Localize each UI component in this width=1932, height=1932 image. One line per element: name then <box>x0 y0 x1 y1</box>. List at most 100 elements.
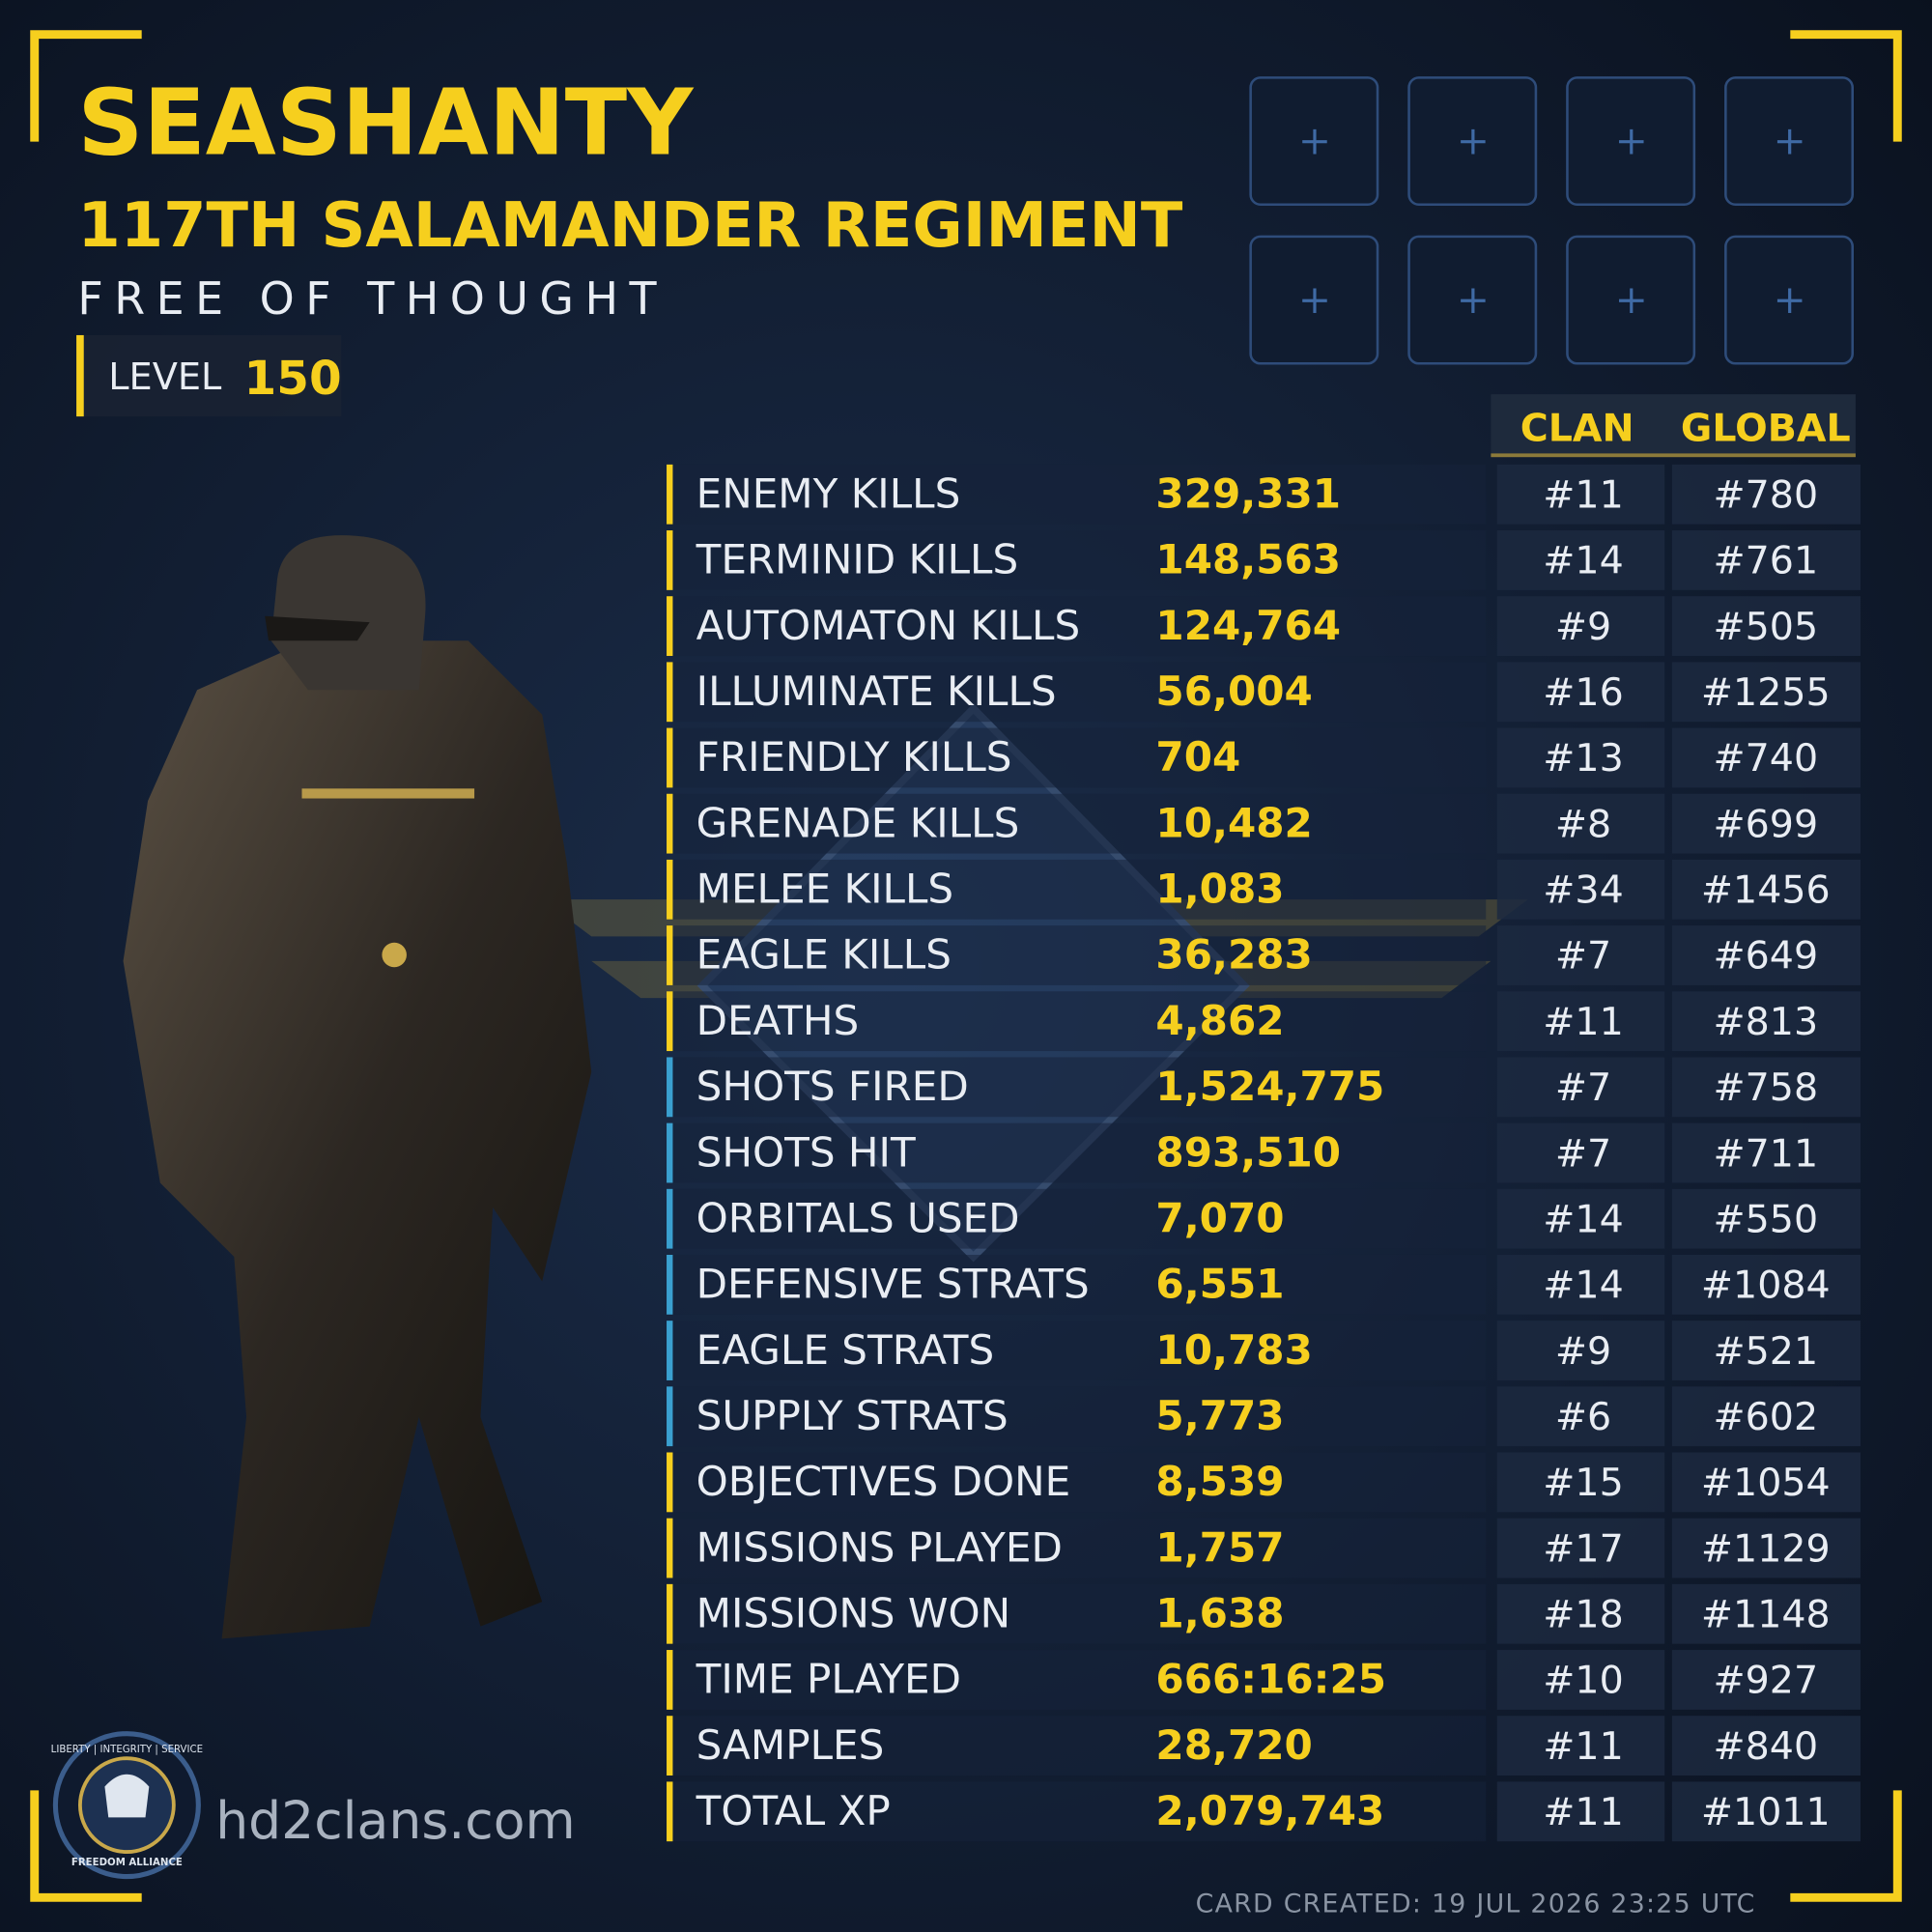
clan-cell <box>1496 1650 1665 1710</box>
stat-label: ORBITALS USED <box>696 1194 1020 1241</box>
global-rank: #1054 <box>1701 1461 1831 1505</box>
global-cell <box>1671 1781 1861 1842</box>
clan-rank: #7 <box>1555 934 1611 979</box>
global-cell <box>1671 596 1861 657</box>
row-accent <box>667 1188 673 1249</box>
row-band <box>667 1452 1487 1513</box>
stats-table: CLAN GLOBAL ENEMY KILLS 329,331 #11 #780 TERMI… <box>667 407 1861 1842</box>
global-cell <box>1671 1057 1861 1118</box>
row-accent <box>667 727 673 788</box>
row-accent <box>667 464 673 525</box>
stat-label: TIME PLAYED <box>696 1656 961 1703</box>
clan-cell <box>1496 1518 1665 1578</box>
clan-cell <box>1496 1254 1665 1315</box>
global-rank: #649 <box>1714 934 1819 979</box>
global-rank: #505 <box>1714 605 1819 649</box>
card-created: CARD CREATED: 19 JUL 2026 23:25 UTC <box>1196 1889 1756 1919</box>
clan-cell <box>1496 859 1665 920</box>
row-accent <box>667 1386 673 1447</box>
row-accent <box>667 991 673 1052</box>
motto: FREE OF THOUGHT <box>77 272 668 325</box>
clan-cell <box>1496 991 1665 1052</box>
global-rank: #711 <box>1714 1131 1819 1176</box>
row-accent <box>667 530 673 590</box>
column-header: CLAN <box>1520 407 1634 451</box>
stat-label: SHOTS HIT <box>696 1128 916 1176</box>
row-band <box>667 596 1487 657</box>
clan-name: 117TH SALAMANDER REGIMENT <box>77 190 1182 262</box>
global-cell <box>1671 1716 1861 1776</box>
row-band <box>667 662 1487 723</box>
stat-value: 1,083 <box>1155 866 1284 913</box>
clan-rank: #11 <box>1543 1724 1623 1769</box>
global-cell <box>1671 1518 1861 1578</box>
row-band <box>667 859 1487 920</box>
stat-value: 5,773 <box>1155 1392 1284 1439</box>
global-rank: #1129 <box>1701 1526 1831 1571</box>
logo: LIBERTY | INTEGRITY | SERVICE FREEDOM AL… <box>51 1731 203 1880</box>
global-cell <box>1671 925 1861 985</box>
clan-cell <box>1496 596 1665 657</box>
row-accent <box>667 596 673 657</box>
clan-cell <box>1496 727 1665 788</box>
clan-rank: #14 <box>1543 539 1623 583</box>
row-band <box>667 1386 1487 1447</box>
clan-cell <box>1496 1188 1665 1249</box>
stat-label: OBJECTIVES DONE <box>696 1458 1071 1505</box>
global-cell <box>1671 859 1861 920</box>
stat-label: MISSIONS WON <box>696 1590 1010 1637</box>
slot-plus <box>1776 128 1803 155</box>
global-rank: #761 <box>1714 539 1819 583</box>
clan-rank: #9 <box>1555 1329 1611 1374</box>
global-rank: #927 <box>1714 1659 1819 1703</box>
row-accent <box>667 793 673 854</box>
row-accent <box>667 1321 673 1380</box>
global-cell <box>1671 464 1861 525</box>
slot-plus <box>1461 288 1486 313</box>
global-rank: #550 <box>1714 1197 1819 1241</box>
slot-plus <box>1776 288 1803 313</box>
global-cell <box>1671 1452 1861 1513</box>
global-cell <box>1671 1583 1861 1644</box>
loadout-slots <box>1249 76 1855 365</box>
column-header-rule <box>1491 453 1856 458</box>
site-url: hd2clans.com <box>215 1790 575 1851</box>
column-header-box <box>1491 394 1856 456</box>
clan-rank: #11 <box>1543 1790 1623 1834</box>
clan-rank: #7 <box>1555 1065 1611 1110</box>
global-rank: #699 <box>1714 802 1819 846</box>
global-rank: #780 <box>1714 473 1819 518</box>
row-band <box>667 1518 1487 1578</box>
clan-cell <box>1496 793 1665 854</box>
global-cell <box>1671 1321 1861 1380</box>
stat-value: 124,764 <box>1155 602 1341 649</box>
stat-value: 704 <box>1155 733 1240 781</box>
clan-cell <box>1496 662 1665 723</box>
stat-value: 2,079,743 <box>1155 1787 1384 1834</box>
clan-rank: #11 <box>1543 473 1623 518</box>
stat-value: 28,720 <box>1155 1721 1312 1769</box>
stat-value: 6,551 <box>1155 1261 1284 1308</box>
slot-plus <box>1619 288 1644 313</box>
clan-rank: #14 <box>1543 1197 1623 1241</box>
row-band <box>667 727 1487 788</box>
stat-label: DEFENSIVE STRATS <box>696 1261 1090 1308</box>
global-rank: #1148 <box>1701 1593 1831 1637</box>
row-band <box>667 1583 1487 1644</box>
clan-rank: #16 <box>1543 670 1623 715</box>
level-box <box>76 334 342 417</box>
stat-label: ILLUMINATE KILLS <box>696 668 1057 715</box>
stat-label: TERMINID KILLS <box>696 536 1019 583</box>
stat-value: 893,510 <box>1155 1128 1341 1176</box>
row-accent <box>667 1122 673 1183</box>
row-band <box>667 1057 1487 1118</box>
global-cell <box>1671 662 1861 723</box>
global-rank: #602 <box>1714 1395 1819 1439</box>
global-cell <box>1671 793 1861 854</box>
clan-cell <box>1496 530 1665 590</box>
character-figure <box>123 535 592 1639</box>
row-band <box>667 1321 1487 1380</box>
global-rank: #813 <box>1714 1000 1819 1044</box>
stat-label: MELEE KILLS <box>696 866 953 913</box>
row-band <box>667 1781 1487 1842</box>
